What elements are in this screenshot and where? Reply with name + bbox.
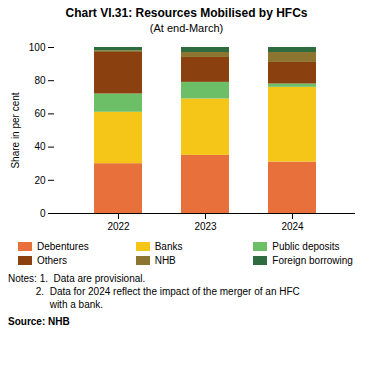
html-text:2. Data for 2024 reflect the i: 2. Data for 2024 reflect the impact of t… — [8, 286, 300, 297]
html-text:with a bank.: with a bank. — [8, 299, 103, 310]
html-text:Notes: 1. Data are provisional: Notes: 1. Data are provisional. — [8, 273, 146, 284]
html-text:Public deposits: Public deposits — [272, 241, 340, 252]
html-text:Banks: Banks — [154, 241, 183, 252]
svg-text:40: 40 — [34, 141, 46, 152]
svg-text:80: 80 — [34, 75, 46, 86]
svg-text:60: 60 — [34, 108, 46, 119]
html-text:Foreign borrowing: Foreign borrowing — [272, 255, 353, 266]
svg-text:20: 20 — [34, 175, 46, 186]
html-text:Debentures: Debentures — [37, 241, 89, 252]
html-text:NHB: NHB — [154, 255, 176, 266]
svg-text:2022: 2022 — [107, 221, 130, 232]
html-text:Source: NHB: Source: NHB — [8, 316, 70, 327]
svg-text:2023: 2023 — [194, 221, 217, 232]
html-text:Chart VI.31: Resources Mobilis: Chart VI.31: Resources Mobilised by HFCs — [65, 6, 308, 20]
svg-text:2024: 2024 — [281, 221, 304, 232]
svg-text:0: 0 — [40, 208, 46, 219]
svg-text:Share in per cent: Share in per cent — [10, 92, 21, 168]
svg-text:100: 100 — [29, 42, 46, 53]
html-text:(At end-March): (At end-March) — [149, 22, 224, 34]
html-text:Others: Others — [37, 255, 67, 266]
